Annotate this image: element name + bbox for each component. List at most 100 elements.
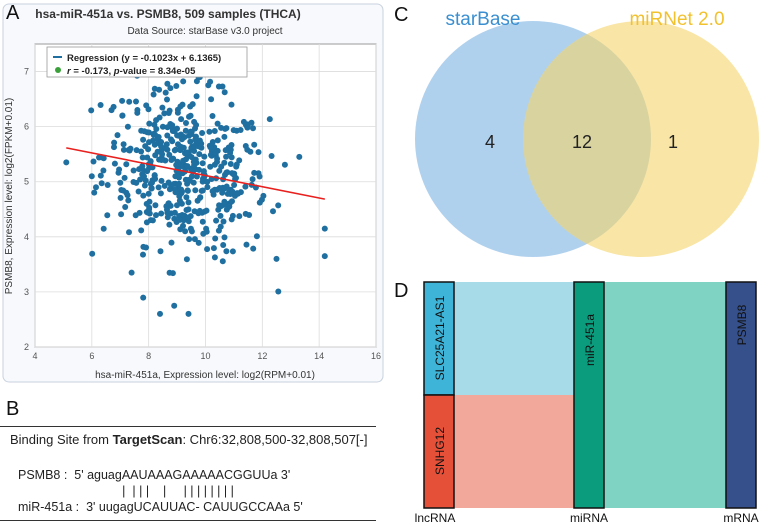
data-point (133, 147, 140, 154)
legend-r-symbol: r (67, 66, 72, 77)
data-point (204, 184, 211, 191)
data-point (208, 96, 215, 103)
data-point (201, 153, 208, 160)
data-point (196, 166, 203, 173)
data-point (159, 151, 166, 158)
data-point (183, 207, 190, 213)
data-point (124, 123, 131, 130)
data-point (193, 93, 200, 100)
data-point (118, 211, 125, 218)
x-tick-label: 16 (371, 351, 381, 361)
data-point (174, 109, 181, 116)
data-point (187, 138, 194, 145)
data-point (220, 242, 227, 248)
data-point (256, 173, 263, 180)
chart-subtitle: Data Source: starBase v3.0 project (127, 26, 282, 37)
data-point (164, 209, 171, 216)
data-point (100, 167, 107, 174)
data-point (184, 187, 191, 194)
data-point (250, 245, 257, 252)
data-point (189, 101, 196, 108)
data-point (228, 154, 235, 161)
data-point (248, 119, 255, 126)
node-label-snhg12: SNHG12 (433, 427, 447, 475)
y-tick-label: 6 (24, 122, 29, 132)
data-point (141, 128, 148, 135)
data-point (166, 269, 173, 276)
data-point (223, 153, 230, 160)
data-point (242, 143, 249, 149)
data-point (156, 114, 163, 121)
node-mir-451a (573, 281, 605, 509)
node-slc25a21-as1 (423, 281, 455, 396)
data-point (158, 139, 165, 145)
data-point (146, 120, 153, 127)
data-point (224, 190, 231, 197)
data-point (156, 86, 163, 93)
data-point (221, 234, 228, 241)
data-point (199, 130, 206, 136)
data-point (146, 139, 152, 146)
data-point (130, 167, 137, 174)
data-point (207, 163, 214, 170)
data-point (138, 227, 145, 234)
binding-site-title: Binding Site from TargetScan: Chr6:32,80… (10, 432, 367, 447)
data-point (196, 151, 203, 158)
data-point (211, 254, 218, 261)
data-point (63, 159, 70, 166)
data-point (221, 89, 228, 96)
data-point (234, 190, 241, 197)
data-point (216, 185, 223, 191)
sankey-diagram: SLC25A21-AS1 SNHG12 miR-451a PSMB8 lncRN… (415, 281, 759, 525)
data-point (229, 188, 236, 195)
panel-c: C starBase miRNet 2.0 4 12 1 (386, 0, 762, 280)
data-point (220, 218, 227, 225)
data-point (184, 149, 190, 156)
node-label-slc25a21-as1: SLC25A21-AS1 (433, 295, 447, 380)
data-point (177, 103, 184, 110)
y-tick-label: 3 (24, 287, 29, 297)
data-point (244, 124, 251, 131)
data-point (270, 208, 276, 215)
data-point (184, 214, 191, 221)
data-point (212, 149, 219, 156)
data-point (204, 178, 211, 185)
data-point (207, 144, 214, 151)
data-point (168, 239, 175, 246)
data-point (182, 228, 189, 235)
data-point (247, 148, 254, 155)
data-point (214, 158, 220, 165)
data-point (146, 206, 153, 213)
y-tick-label: 7 (24, 67, 29, 77)
data-point (111, 144, 117, 151)
data-point (169, 126, 176, 133)
data-point (179, 188, 185, 195)
data-point (141, 182, 148, 189)
data-point (136, 209, 143, 216)
data-point (184, 177, 191, 184)
panel-d: D SLC25A21-AS1 SNHG12 miR-451a PSMB8 lnc… (386, 280, 762, 525)
data-point (281, 161, 288, 168)
node-psmb8 (725, 281, 757, 509)
data-point (89, 250, 96, 257)
y-tick-label: 4 (24, 232, 29, 242)
data-point (172, 186, 178, 193)
data-point (180, 78, 187, 85)
data-point (218, 163, 225, 170)
axis-label-mrna: mRNA (723, 511, 758, 525)
data-point (178, 200, 185, 207)
data-point (222, 125, 229, 132)
data-point (192, 187, 199, 194)
binding-title-source: TargetScan (112, 432, 183, 447)
data-point (214, 137, 221, 144)
data-point (253, 233, 260, 240)
data-point (200, 230, 207, 237)
data-point (162, 89, 169, 96)
data-point (150, 91, 157, 98)
node-label-psmb8: PSMB8 (735, 304, 749, 345)
data-point (195, 210, 202, 217)
x-tick-label: 10 (200, 351, 210, 361)
data-point (229, 198, 235, 205)
x-axis-label: hsa-miR-451a, Expression level: log2(RPM… (95, 370, 315, 381)
y-tick-label: 5 (24, 177, 29, 187)
